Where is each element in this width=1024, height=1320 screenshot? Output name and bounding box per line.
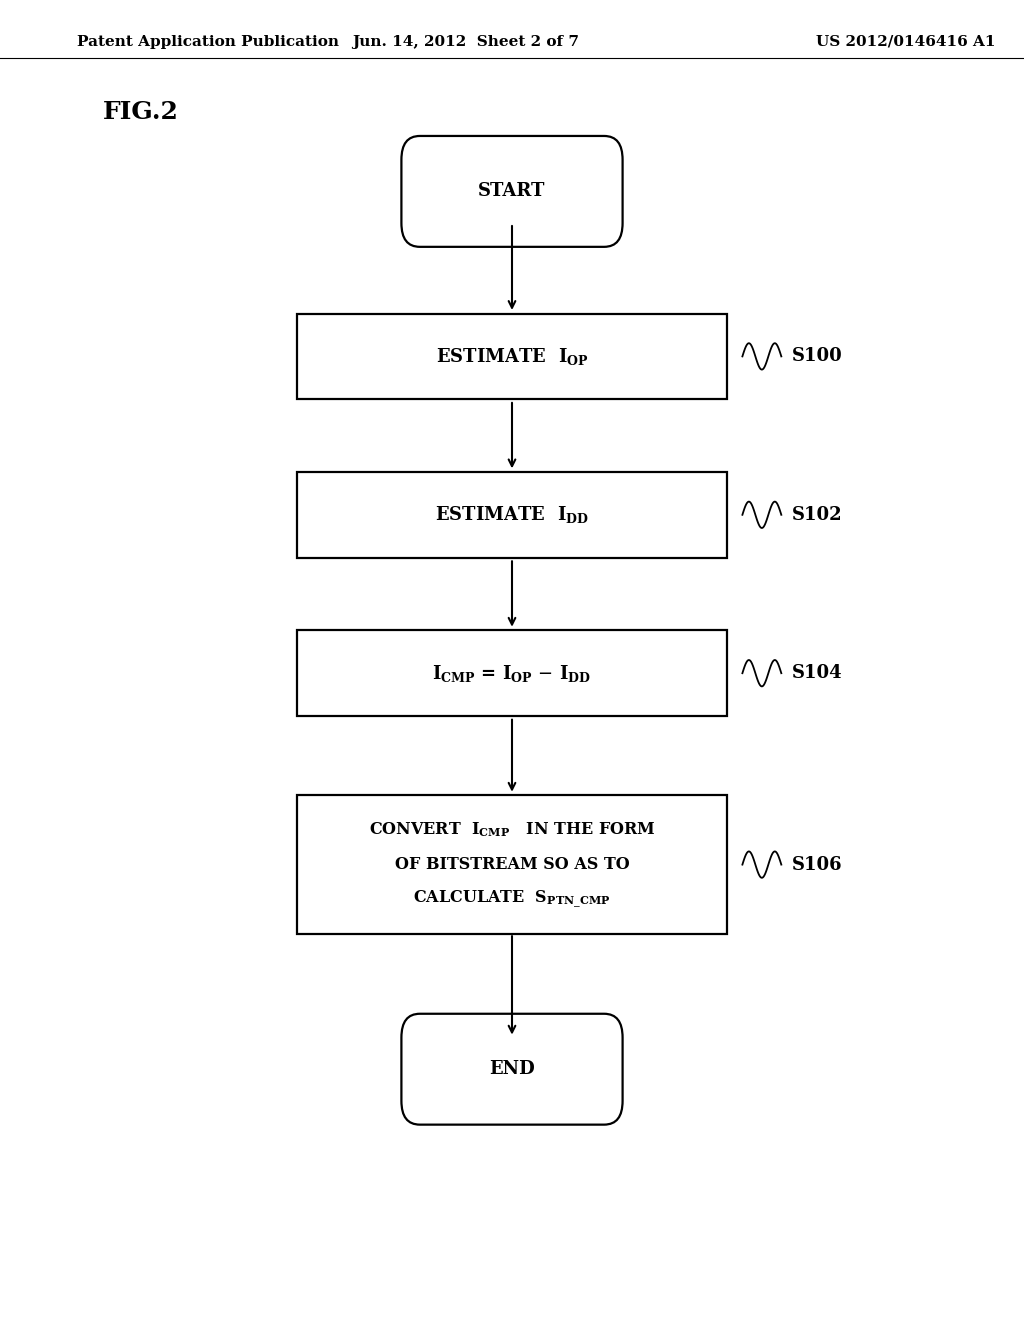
- Text: END: END: [489, 1060, 535, 1078]
- FancyBboxPatch shape: [401, 1014, 623, 1125]
- FancyBboxPatch shape: [297, 631, 727, 715]
- FancyBboxPatch shape: [297, 314, 727, 399]
- Text: Patent Application Publication: Patent Application Publication: [77, 34, 339, 49]
- FancyBboxPatch shape: [297, 795, 727, 935]
- Text: Jun. 14, 2012  Sheet 2 of 7: Jun. 14, 2012 Sheet 2 of 7: [352, 34, 580, 49]
- FancyBboxPatch shape: [401, 136, 623, 247]
- Text: S102: S102: [792, 506, 842, 524]
- Text: S100: S100: [792, 347, 843, 366]
- FancyBboxPatch shape: [297, 471, 727, 557]
- Text: S104: S104: [792, 664, 842, 682]
- Text: ESTIMATE  $\mathregular{I_{OP}}$: ESTIMATE $\mathregular{I_{OP}}$: [435, 346, 589, 367]
- Text: OF BITSTREAM SO AS TO: OF BITSTREAM SO AS TO: [394, 857, 630, 873]
- Text: $\mathregular{I_{CMP}}$ = $\mathregular{I_{OP}}$ $-$ $\mathregular{I_{DD}}$: $\mathregular{I_{CMP}}$ = $\mathregular{…: [432, 663, 592, 684]
- Text: CONVERT  $\mathregular{I_{CMP}}$   IN THE FORM: CONVERT $\mathregular{I_{CMP}}$ IN THE F…: [369, 821, 655, 840]
- Text: ESTIMATE  $\mathregular{I_{DD}}$: ESTIMATE $\mathregular{I_{DD}}$: [435, 504, 589, 525]
- Text: S106: S106: [792, 855, 842, 874]
- Text: FIG.2: FIG.2: [102, 100, 178, 124]
- Text: CALCULATE  $\mathregular{S_{PTN\_CMP}}$: CALCULATE $\mathregular{S_{PTN\_CMP}}$: [414, 888, 610, 909]
- Text: US 2012/0146416 A1: US 2012/0146416 A1: [816, 34, 996, 49]
- Text: START: START: [478, 182, 546, 201]
